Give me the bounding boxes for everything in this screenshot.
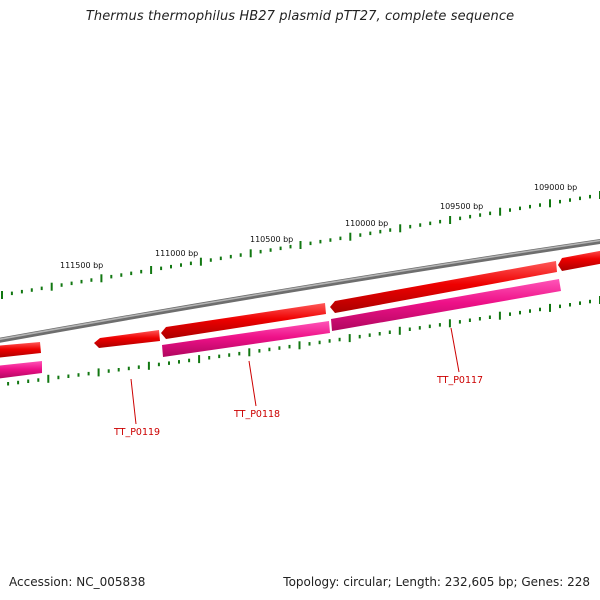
plasmid-backbone-highlight bbox=[0, 239, 600, 340]
plasmid-backbone bbox=[0, 238, 600, 343]
gene-label[interactable]: TT_P0119 bbox=[113, 427, 160, 438]
upper-ruler-ticks bbox=[1, 191, 600, 299]
forward-gene-block bbox=[94, 330, 160, 348]
ruler-label: 110000 bp bbox=[345, 219, 388, 228]
lower-ruler-ticks bbox=[7, 296, 600, 386]
gene-leader-line bbox=[248, 360, 257, 407]
ruler-label: 111500 bp bbox=[60, 261, 103, 270]
gene-labels: TT_P0119 TT_P0118 TT_P0117 bbox=[113, 375, 483, 438]
gene-label-leaders bbox=[130, 327, 460, 425]
map-title: Thermus thermophilus HB27 plasmid pTT27,… bbox=[85, 9, 515, 24]
reverse-gene-block bbox=[0, 361, 42, 379]
ruler-label: 109500 bp bbox=[440, 202, 483, 211]
ruler-label: 111000 bp bbox=[155, 249, 198, 258]
ruler-label: 110500 bp bbox=[250, 235, 293, 244]
forward-strand-features bbox=[0, 250, 600, 358]
topology-summary-text: Topology: circular; Length: 232,605 bp; … bbox=[283, 575, 590, 589]
forward-gene-block bbox=[330, 261, 557, 313]
gene-label[interactable]: TT_P0118 bbox=[233, 409, 280, 420]
forward-gene-block bbox=[558, 250, 600, 271]
forward-gene-block bbox=[0, 342, 41, 358]
ruler-labels: 111500 bp 111000 bp 110500 bp 110000 bp … bbox=[60, 183, 577, 270]
gene-leader-line bbox=[450, 327, 460, 373]
ruler-label: 109000 bp bbox=[534, 183, 577, 192]
forward-gene-block bbox=[161, 303, 326, 339]
gene-leader-line bbox=[130, 378, 137, 425]
reverse-strand-features bbox=[0, 279, 561, 379]
accession-text: Accession: NC_005838 bbox=[9, 575, 146, 589]
reverse-gene-block bbox=[162, 321, 330, 357]
reverse-gene-block bbox=[331, 279, 561, 331]
gene-label[interactable]: TT_P0117 bbox=[436, 375, 483, 386]
